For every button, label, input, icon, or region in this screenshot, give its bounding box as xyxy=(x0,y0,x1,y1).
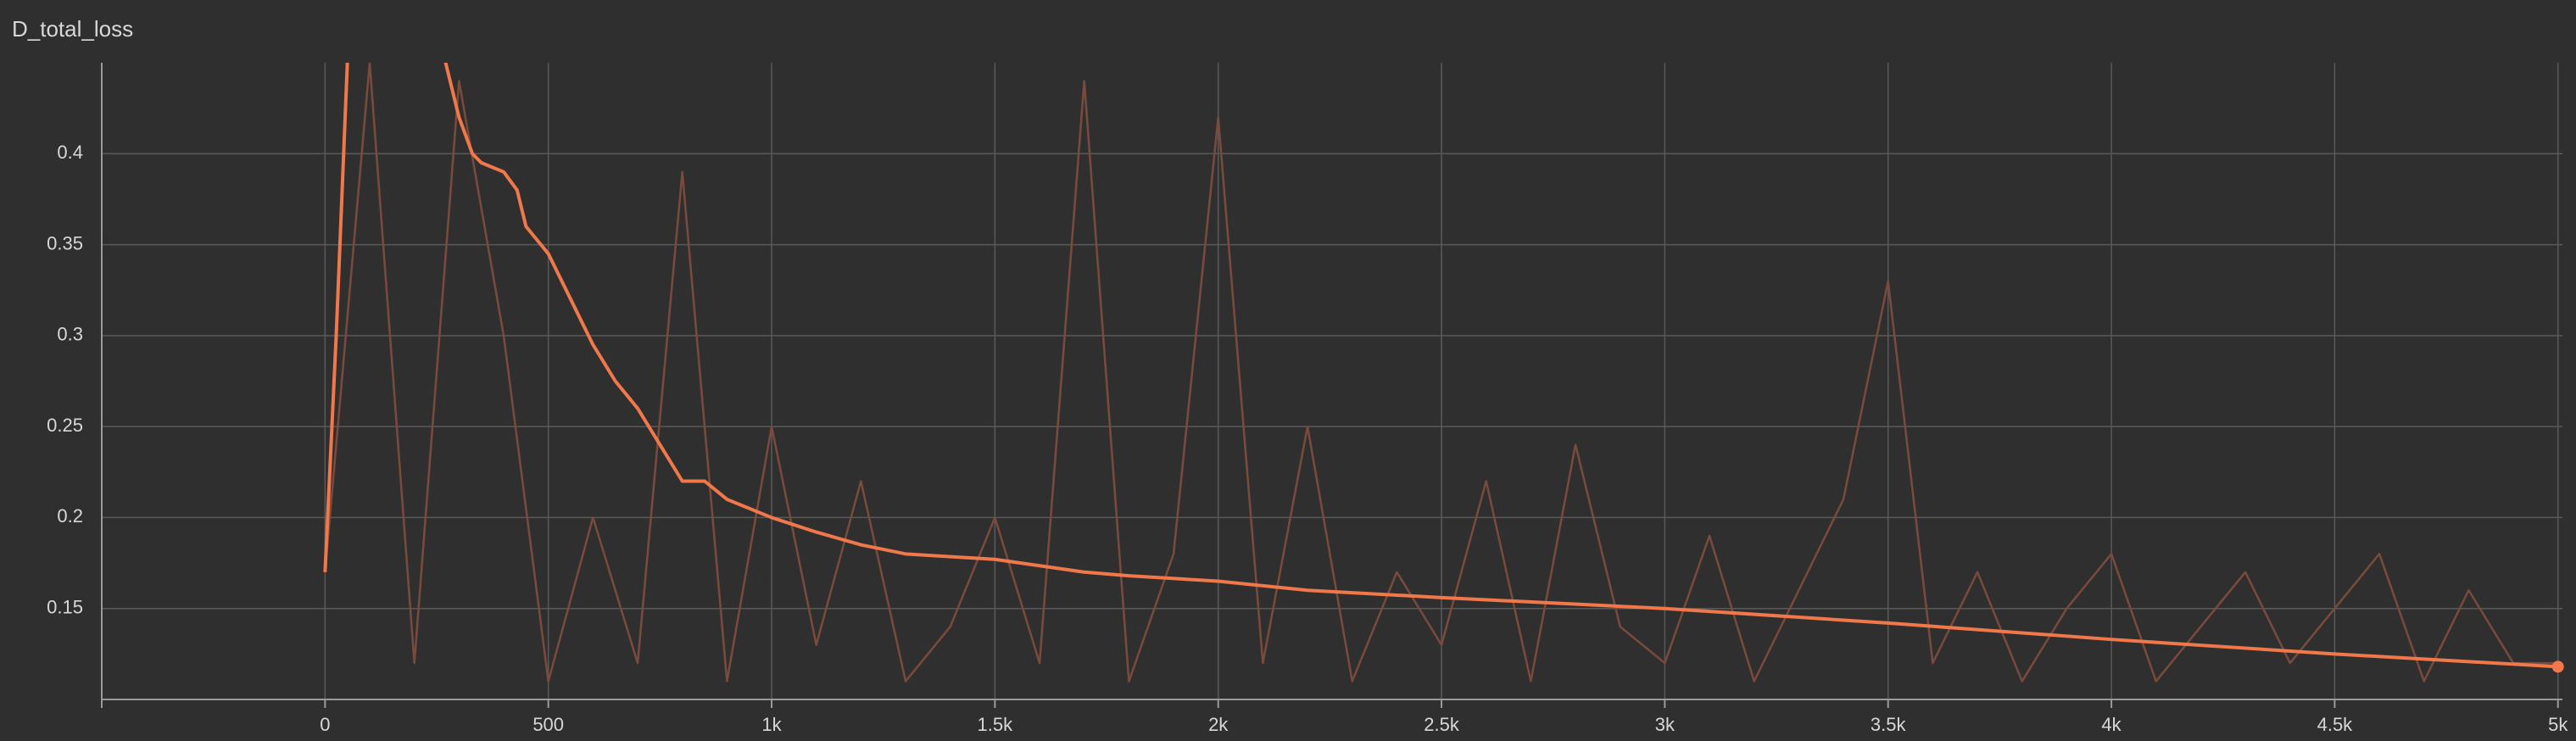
x-tick-label: 500 xyxy=(532,714,564,735)
x-tick-label: 5k xyxy=(2548,714,2568,735)
chart-title: D_total_loss xyxy=(12,16,133,42)
x-tick-label: 4.5k xyxy=(2317,714,2354,735)
x-tick-label: 3k xyxy=(1655,714,1676,735)
x-tick-label: 0 xyxy=(320,714,330,735)
y-tick-label: 0.3 xyxy=(57,324,83,345)
plot-area xyxy=(323,63,2558,682)
y-tick-label: 0.15 xyxy=(47,597,83,618)
end-point xyxy=(2551,660,2564,673)
x-tick-label: 2.5k xyxy=(1424,714,1460,735)
y-tick-label: 0.25 xyxy=(47,415,83,436)
y-tick-label: 0.2 xyxy=(57,505,83,526)
grid xyxy=(102,63,2562,699)
y-tick-label: 0.4 xyxy=(57,142,83,163)
x-tick-label: 2k xyxy=(1208,714,1229,735)
x-tick-label: 1.5k xyxy=(978,714,1014,735)
smoothed-line xyxy=(323,63,2558,669)
x-tick-label: 4k xyxy=(2101,714,2122,735)
x-tick-label: 1k xyxy=(761,714,782,735)
y-tick-label: 0.35 xyxy=(47,232,83,254)
x-tick-label: 3.5k xyxy=(1871,714,1907,735)
